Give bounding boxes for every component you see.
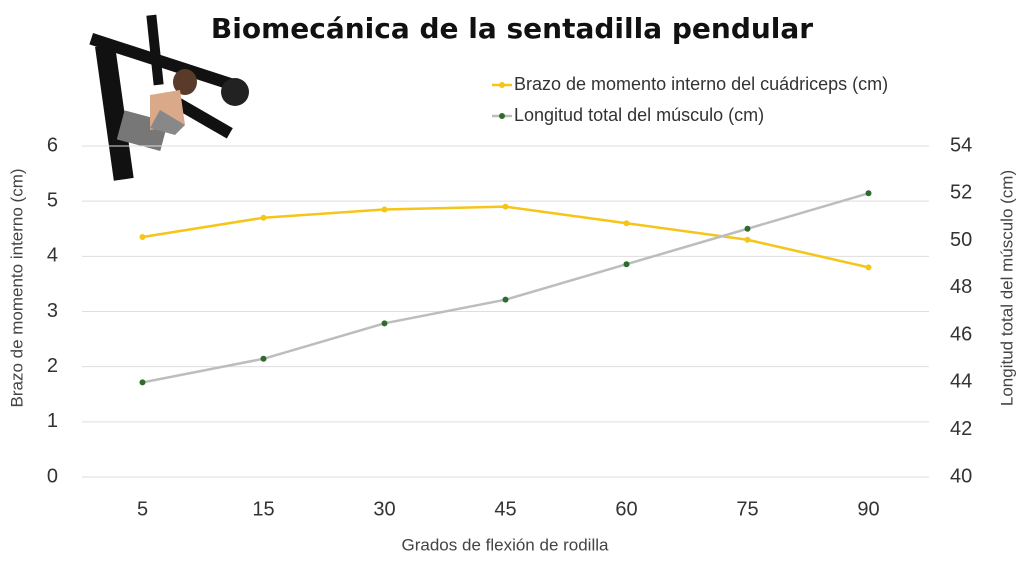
y2-tick-label: 42 [950,418,972,440]
legend-label: Longitud total del músculo (cm) [514,105,764,125]
x-tick-label: 90 [857,498,879,520]
legend-marker [499,82,505,88]
data-point [623,220,630,227]
data-point [623,261,630,268]
y2-tick-label: 44 [950,371,972,393]
data-point [139,379,146,386]
x-tick-label: 30 [373,498,395,520]
chart-title: Biomecánica de la sentadilla pendular [211,12,813,45]
data-point [502,203,509,210]
legend-label: Brazo de momento interno del cuádriceps … [514,74,888,94]
y-tick-label: 5 [47,189,58,211]
y-tick-label: 4 [47,245,58,267]
x-tick-label: 75 [736,498,758,520]
y-tick-label: 6 [47,134,58,156]
data-point [744,236,751,243]
machine-illustration [89,14,249,181]
y-tick-label: 2 [47,355,58,377]
y2-tick-label: 48 [950,276,972,298]
y2-axis-title: Longitud total del músculo (cm) [997,170,1016,406]
y2-tick-label: 54 [950,134,972,156]
series-line [142,192,869,384]
y-axis-title: Brazo de momento interno (cm) [7,168,26,407]
data-point [381,320,388,327]
data-point [260,355,267,362]
y2-tick-label: 46 [950,323,972,345]
y2-tick-label: 50 [950,229,972,251]
y2-tick-label: 52 [950,182,972,204]
y-tick-label: 0 [47,465,58,487]
x-tick-label: 45 [494,498,516,520]
data-point [381,206,388,213]
data-point [260,214,267,221]
x-tick-label: 5 [137,498,148,520]
x-axis-title: Grados de flexión de rodilla [402,535,610,554]
y-tick-label: 3 [47,300,58,322]
x-tick-label: 15 [252,498,274,520]
data-point [502,296,509,303]
x-tick-label: 60 [615,498,637,520]
y2-tick-label: 40 [950,465,972,487]
data-point [865,190,872,197]
series-line [142,205,869,269]
data-point [865,264,872,271]
y-tick-label: 1 [47,410,58,432]
data-point [744,225,751,232]
data-point [139,234,146,241]
legend-marker [499,113,505,119]
